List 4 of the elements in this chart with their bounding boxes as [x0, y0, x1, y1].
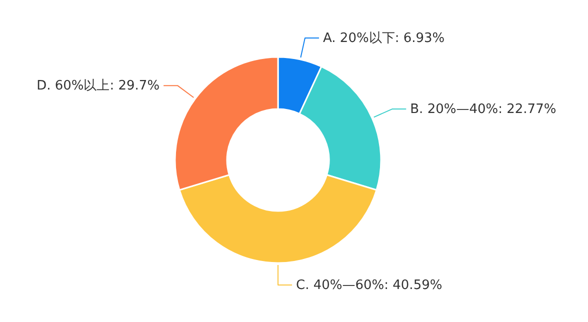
- slice-label: D. 60%以上: 29.7%: [36, 78, 160, 94]
- slice-label: B. 20%—40%: 22.77%: [410, 102, 556, 118]
- slice-label: C. 40%—60%: 40.59%: [296, 278, 442, 293]
- slice-label: A. 20%以下: 6.93%: [323, 30, 445, 46]
